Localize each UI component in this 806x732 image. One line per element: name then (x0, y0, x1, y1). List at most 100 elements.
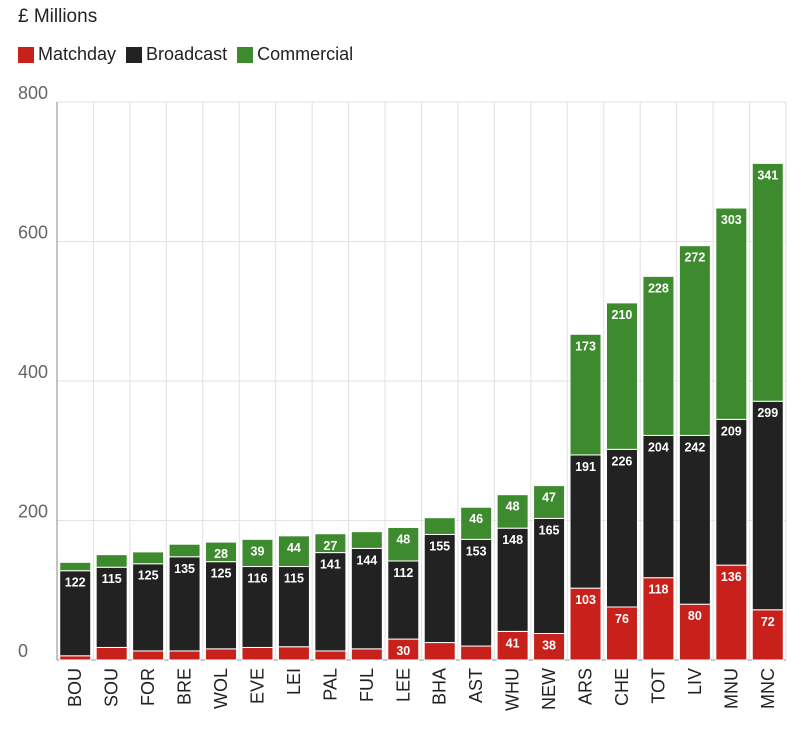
data-label: 125 (211, 567, 232, 581)
data-label: 136 (721, 570, 742, 584)
x-tick-label: WHU (503, 668, 523, 711)
bar-segment-commercial (533, 485, 566, 519)
data-label: 115 (102, 572, 122, 586)
x-tick-label: FOR (138, 668, 158, 706)
y-tick-label: 600 (18, 223, 48, 243)
bar-segment-broadcast (715, 418, 748, 566)
unit-label: £ Millions (18, 6, 98, 27)
data-label: 44 (287, 541, 301, 555)
bar-segment-broadcast (350, 547, 383, 650)
data-label: 228 (648, 281, 669, 295)
data-label: 173 (575, 339, 596, 353)
bar-segment-matchday (423, 642, 456, 661)
bar-segment-commercial (205, 541, 238, 563)
data-label: 135 (174, 562, 195, 576)
bar-segment-commercial (642, 275, 675, 436)
data-label: 41 (506, 636, 520, 650)
x-tick-label: ARS (576, 668, 596, 705)
data-label: 116 (247, 572, 267, 586)
bar-segment-broadcast (205, 561, 238, 650)
data-label: 155 (429, 539, 450, 553)
bar-segment-commercial (569, 333, 602, 456)
bar-segment-broadcast (605, 448, 638, 608)
data-label: 27 (323, 539, 337, 553)
bar-segment-matchday (95, 646, 128, 661)
data-label: 47 (542, 491, 556, 505)
data-label: 72 (761, 615, 775, 629)
data-label: 38 (542, 638, 556, 652)
bar-segment-broadcast (132, 563, 165, 652)
data-label: 48 (506, 500, 520, 514)
legend-swatch-commercial (237, 46, 254, 63)
y-tick-label: 200 (18, 502, 48, 522)
legend-swatch-broadcast (126, 46, 143, 63)
legend-item-broadcast: Broadcast (126, 44, 227, 65)
bar-segment-matchday (533, 632, 566, 661)
bar-segment-broadcast (423, 533, 456, 644)
bar-segment-commercial (132, 551, 165, 565)
bar-segment-broadcast (277, 566, 310, 648)
x-tick-label: BRE (175, 668, 195, 705)
data-label: 210 (612, 308, 633, 322)
data-label: 204 (648, 440, 669, 454)
bar-segment-commercial (715, 207, 748, 420)
bar-segment-commercial (59, 561, 92, 572)
data-label: 209 (721, 424, 742, 438)
bar-segment-matchday (168, 650, 201, 661)
x-tick-label: LEI (284, 668, 304, 695)
legend-item-matchday: Matchday (18, 44, 116, 65)
bar-segment-broadcast (751, 400, 784, 611)
bar-segment-matchday (460, 645, 493, 661)
x-tick-label: FUL (357, 668, 377, 702)
data-label: 118 (648, 583, 668, 597)
x-tick-label: NEW (539, 668, 559, 710)
bar-segment-broadcast (678, 434, 711, 605)
x-tick-label: MNU (721, 668, 741, 709)
bar-segment-matchday (715, 564, 748, 661)
x-tick-label: CHE (612, 668, 632, 706)
data-label: 299 (757, 406, 778, 420)
bar-segment-matchday (132, 650, 165, 661)
data-label: 80 (688, 609, 702, 623)
data-label: 153 (466, 544, 487, 558)
data-label: 30 (396, 644, 410, 658)
bar-segment-commercial (277, 535, 310, 568)
x-tick-label: PAL (320, 668, 340, 701)
data-label: 76 (615, 612, 629, 626)
bar-segment-matchday (59, 655, 92, 661)
legend-label-commercial: Commercial (257, 44, 354, 64)
data-label: 272 (684, 251, 705, 265)
bar-segment-commercial (605, 302, 638, 450)
bar-segment-commercial (350, 531, 383, 549)
bar-segment-commercial (241, 538, 274, 568)
data-label: 112 (393, 566, 413, 580)
bar-segment-matchday (569, 587, 602, 661)
bar-segment-broadcast (642, 434, 675, 579)
bar-segment-matchday (314, 650, 347, 661)
y-tick-label: 0 (18, 641, 28, 661)
x-tick-label: MNC (758, 668, 778, 709)
bar-segment-commercial (168, 543, 201, 558)
legend-label-matchday: Matchday (38, 44, 117, 64)
bar-segment-broadcast (569, 454, 602, 589)
bar-segment-matchday (642, 577, 675, 661)
x-tick-label: BOU (65, 668, 85, 707)
data-label: 341 (757, 168, 778, 182)
x-tick-label: LIV (685, 668, 705, 695)
bar-segment-matchday (350, 648, 383, 661)
bar-segment-commercial (95, 554, 128, 568)
data-label: 165 (539, 523, 560, 537)
x-tick-label: BHA (430, 668, 450, 705)
bar-segment-matchday (277, 646, 310, 661)
data-label: 303 (721, 213, 742, 227)
bar-segment-commercial (751, 162, 784, 402)
x-tick-label: AST (466, 668, 486, 703)
bar-segment-broadcast (460, 538, 493, 647)
bar-segment-broadcast (533, 517, 566, 634)
data-label: 28 (214, 547, 228, 561)
bar-segment-commercial (496, 494, 529, 529)
bar-segment-commercial (314, 533, 347, 554)
data-label: 115 (284, 572, 304, 586)
data-label: 226 (612, 454, 633, 468)
